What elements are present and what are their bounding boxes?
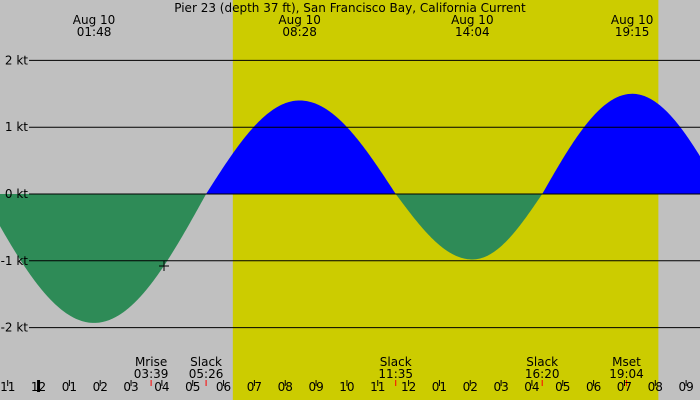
y-tick-label: 2 kt — [5, 53, 28, 67]
y-axis-labels: 2 kt 1 kt 0 kt -1 kt -2 kt — [1, 53, 29, 334]
gridlines — [29, 59, 700, 329]
hour-label: 05 — [555, 380, 570, 394]
extreme-time-label: 01:48 — [77, 25, 112, 39]
hour-label: 03 — [493, 380, 508, 394]
hour-label: 11 — [0, 380, 15, 394]
hour-label: 11 — [370, 380, 385, 394]
hour-label: 05 — [185, 380, 200, 394]
hour-label: 01 — [432, 380, 447, 394]
hour-label: 09 — [308, 380, 323, 394]
flood-current-area — [0, 93, 700, 194]
hour-label: 12 — [31, 380, 46, 394]
extreme-time-label: 19:15 — [615, 25, 650, 39]
hour-label: 07 — [617, 380, 632, 394]
ebb-current-area — [0, 194, 700, 323]
extreme-time-label: 14:04 — [455, 25, 490, 39]
hour-label: 06 — [216, 380, 231, 394]
y-tick-label: 1 kt — [5, 120, 28, 134]
hour-label: 01 — [62, 380, 77, 394]
y-tick-label: -1 kt — [1, 254, 29, 268]
hour-label: 08 — [648, 380, 663, 394]
hour-label: 04 — [524, 380, 539, 394]
crosshair-cursor-icon — [159, 261, 169, 271]
hour-label: 08 — [278, 380, 293, 394]
event-label: Mset — [612, 355, 641, 369]
extreme-time-label: 08:28 — [282, 25, 317, 39]
extreme-date-label: Aug 10 — [611, 13, 654, 27]
hour-labels: 11 12 01 02 03 04 05 06 07 08 09 10 11 12 01 02 03 04 05 06… — [0, 380, 694, 394]
y-tick-label: -2 kt — [1, 321, 29, 335]
hour-label: 07 — [247, 380, 262, 394]
hour-label: 10 — [339, 380, 354, 394]
extreme-date-label: Aug 10 — [278, 13, 321, 27]
event-time-label: 16:20 — [525, 367, 560, 381]
current-areas — [0, 93, 700, 323]
event-time-label: 19:04 — [609, 367, 644, 381]
event-time-label: 03:39 — [134, 367, 169, 381]
hour-label: 12 — [401, 380, 416, 394]
event-label: Mrise — [135, 355, 167, 369]
event-labels: Mrise03:39Mset19:04Slack05:26Slack11:35S… — [134, 355, 644, 381]
hour-label: 04 — [154, 380, 169, 394]
event-time-label: 05:26 — [189, 367, 224, 381]
hour-label: 03 — [123, 380, 138, 394]
y-tick-label: 0 kt — [5, 187, 28, 201]
event-label: Slack — [380, 355, 412, 369]
hour-label: 06 — [586, 380, 601, 394]
chart-title: Pier 23 (depth 37 ft), San Francisco Bay… — [174, 1, 526, 15]
hour-label: 02 — [463, 380, 478, 394]
hour-ticks — [7, 380, 687, 392]
event-time-label: 11:35 — [378, 367, 413, 381]
event-label: Slack — [526, 355, 558, 369]
hour-label: 09 — [678, 380, 693, 394]
extreme-date-label: Aug 10 — [451, 13, 494, 27]
event-label: Slack — [190, 355, 222, 369]
extreme-date-label: Aug 10 — [73, 13, 116, 27]
hour-label: 02 — [93, 380, 108, 394]
